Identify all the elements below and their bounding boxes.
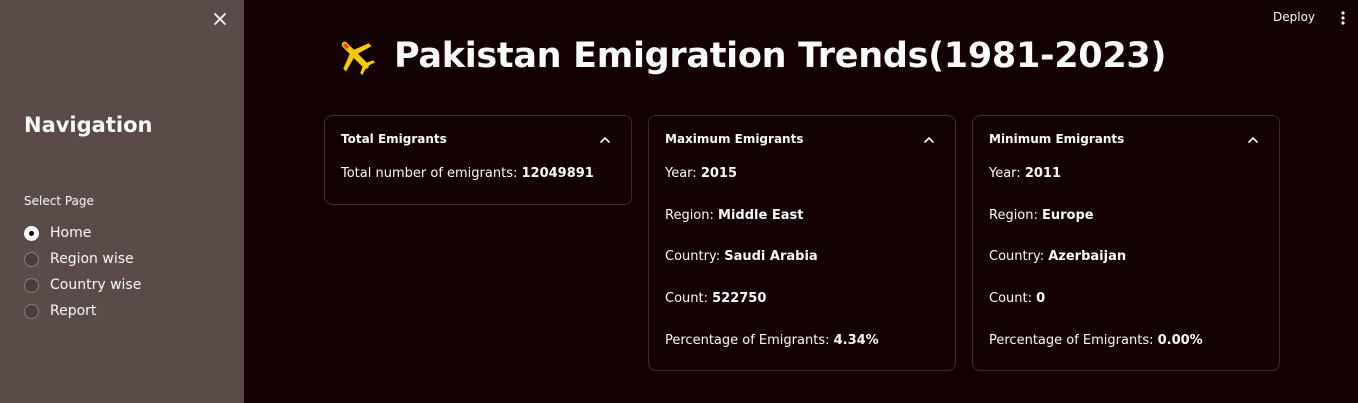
page-title: Pakistan Emigration Trends(1981-2023): [334, 34, 1166, 78]
max-year-line: Year: 2015: [665, 166, 737, 181]
sidebar-title: Navigation: [24, 113, 153, 137]
min-country-label: Country:: [989, 249, 1049, 264]
total-emigrants-card: Total Emigrants Total number of emigrant…: [324, 115, 632, 205]
chevron-up-icon: [1248, 136, 1258, 143]
more-vertical-icon: [1341, 11, 1345, 25]
total-emigrants-line: Total number of emigrants: 12049891: [341, 166, 594, 181]
min-country-line: Country: Azerbaijan: [989, 249, 1126, 264]
close-icon: [214, 13, 226, 25]
min-percentage-value: 0.00%: [1157, 333, 1203, 348]
max-country-line: Country: Saudi Arabia: [665, 249, 818, 264]
card-header-total: Total Emigrants: [341, 132, 447, 146]
min-country-value: Azerbaijan: [1048, 249, 1127, 264]
min-count-value: 0: [1036, 291, 1046, 306]
radio-label-home: Home: [50, 225, 92, 241]
total-emigrants-label: Total number of emigrants:: [341, 166, 522, 181]
max-region-label: Region:: [665, 208, 719, 223]
minimum-emigrants-card: Minimum Emigrants Year: 2011 Region: Eur…: [972, 115, 1280, 371]
deploy-button[interactable]: Deploy: [1273, 10, 1316, 24]
min-region-line: Region: Europe: [989, 208, 1094, 223]
chevron-up-icon: [924, 136, 934, 143]
max-count-value: 522750: [712, 291, 767, 306]
max-country-label: Country:: [665, 249, 725, 264]
max-percentage-label: Percentage of Emigrants:: [665, 333, 834, 348]
max-region-value: Middle East: [718, 208, 804, 223]
radio-region-wise[interactable]: Region wise: [24, 246, 141, 272]
total-emigrants-value: 12049891: [521, 166, 594, 181]
maximum-emigrants-card: Maximum Emigrants Year: 2015 Region: Mid…: [648, 115, 956, 371]
radio-button-report[interactable]: [24, 303, 39, 319]
max-percentage-line: Percentage of Emigrants: 4.34%: [665, 333, 879, 348]
radio-home[interactable]: Home: [24, 220, 141, 246]
min-count-line: Count: 0: [989, 291, 1045, 306]
min-year-value: 2011: [1024, 166, 1061, 181]
min-percentage-label: Percentage of Emigrants:: [989, 333, 1158, 348]
radio-report[interactable]: Report: [24, 298, 141, 324]
select-page-label: Select Page: [24, 194, 94, 208]
radio-button-country-wise[interactable]: [24, 277, 39, 293]
min-region-value: Europe: [1042, 208, 1094, 223]
min-percentage-line: Percentage of Emigrants: 0.00%: [989, 333, 1203, 348]
radio-label-country-wise: Country wise: [50, 277, 142, 293]
page-title-text: Pakistan Emigration Trends(1981-2023): [394, 36, 1167, 76]
radio-country-wise[interactable]: Country wise: [24, 272, 141, 298]
card-header-max: Maximum Emigrants: [665, 132, 804, 146]
max-percentage-value: 4.34%: [833, 333, 879, 348]
min-count-label: Count:: [989, 291, 1037, 306]
main-menu-button[interactable]: [1338, 8, 1348, 28]
max-region-line: Region: Middle East: [665, 208, 803, 223]
min-year-line: Year: 2011: [989, 166, 1061, 181]
collapse-button-min[interactable]: [1247, 131, 1259, 143]
sidebar: Navigation Select Page Home Region wise …: [0, 0, 244, 403]
collapse-button-max[interactable]: [923, 131, 935, 143]
radio-button-home[interactable]: [24, 225, 39, 241]
airplane-icon: [341, 41, 376, 76]
min-region-label: Region:: [989, 208, 1043, 223]
min-year-label: Year:: [989, 166, 1025, 181]
collapse-button-total[interactable]: [599, 131, 611, 143]
radio-label-region-wise: Region wise: [50, 251, 134, 267]
close-sidebar-button[interactable]: [210, 9, 230, 29]
max-year-label: Year:: [665, 166, 701, 181]
radio-button-region-wise[interactable]: [24, 251, 39, 267]
radio-label-report: Report: [50, 303, 97, 319]
max-count-line: Count: 522750: [665, 291, 766, 306]
max-count-label: Count:: [665, 291, 713, 306]
chevron-up-icon: [600, 136, 610, 143]
card-header-min: Minimum Emigrants: [989, 132, 1125, 146]
max-year-value: 2015: [700, 166, 737, 181]
page-radio-group: Home Region wise Country wise Report: [24, 220, 141, 324]
max-country-value: Saudi Arabia: [724, 249, 818, 264]
